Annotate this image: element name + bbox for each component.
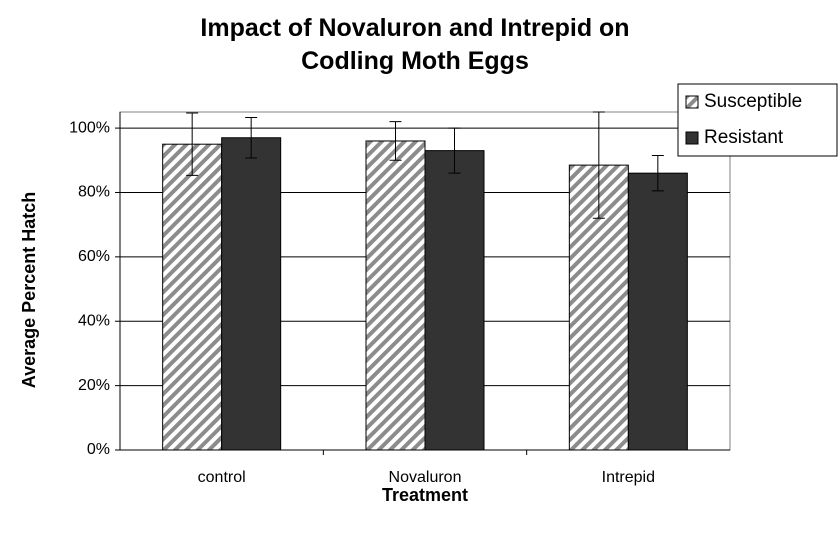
y-axis-label: Average Percent Hatch: [19, 192, 39, 388]
bar: [627, 172, 688, 451]
x-tick-label: Intrepid: [602, 469, 655, 486]
x-axis-label: Treatment: [382, 485, 468, 505]
error-bar: [592, 111, 605, 219]
y-tick-label: 80%: [78, 184, 110, 201]
y-tick-label: 40%: [78, 312, 110, 329]
error-bar: [245, 116, 258, 159]
legend-label: Susceptible: [704, 91, 802, 112]
y-tick-label: 100%: [69, 119, 110, 136]
chart-title: Impact of Novaluron and Intrepid on Codl…: [200, 14, 630, 75]
legend-box: [677, 83, 838, 157]
error-bar: [448, 127, 461, 174]
bar: [221, 137, 282, 451]
error-bar: [389, 121, 402, 161]
bar: [365, 140, 426, 451]
bar: [162, 143, 223, 451]
x-tick-label: control: [198, 469, 246, 486]
legend-label: Resistant: [704, 127, 784, 148]
x-tick-label: Novaluron: [389, 469, 462, 486]
legend-swatch: [685, 131, 699, 145]
y-tick-label: 0%: [87, 441, 110, 458]
error-bar: [651, 154, 664, 192]
y-tick-label: 60%: [78, 248, 110, 265]
bar: [424, 150, 485, 451]
legend-swatch: [685, 95, 699, 109]
y-tick-label: 20%: [78, 377, 110, 394]
error-bar: [186, 112, 199, 176]
